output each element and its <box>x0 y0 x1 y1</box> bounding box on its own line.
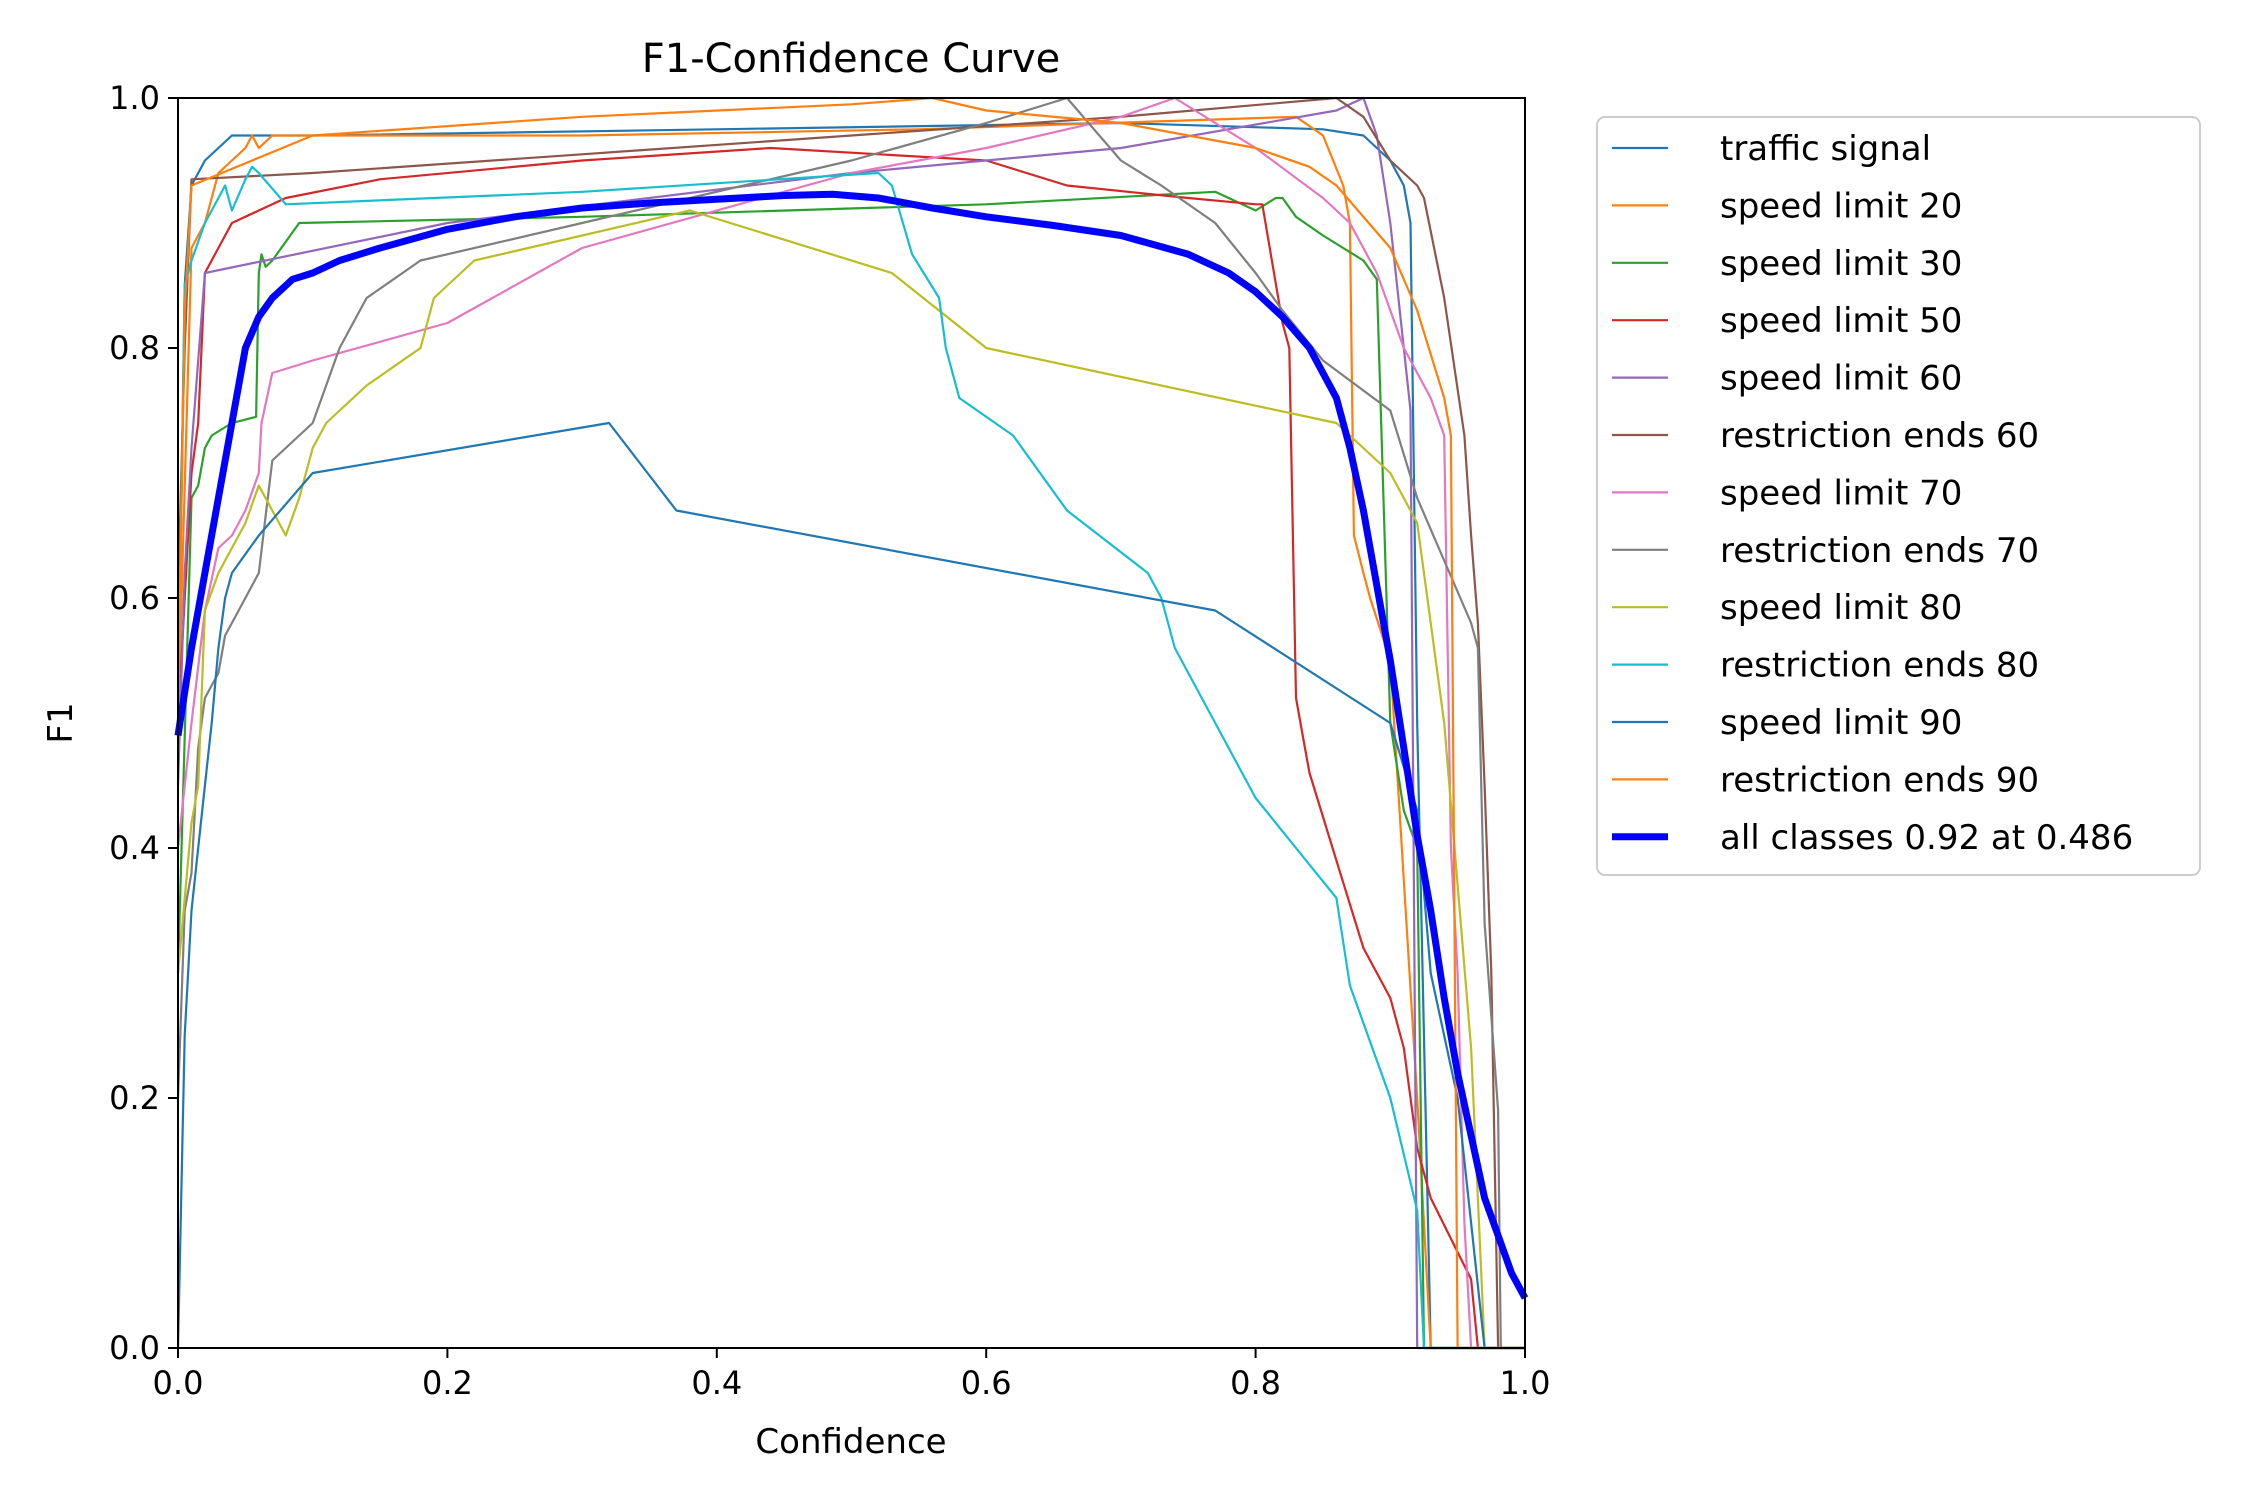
legend-label: speed limit 90 <box>1720 703 1962 743</box>
x-axis-ticks: 0.0 0.2 0.4 0.6 0.8 1.0 <box>153 1348 1551 1402</box>
chart-title: F1-Confidence Curve <box>642 36 1061 82</box>
x-tick-label: 0.4 <box>691 1364 742 1402</box>
series-line-11 <box>176 421 1525 1350</box>
series-line-6 <box>176 96 1525 1350</box>
series-line-9 <box>176 209 1525 1350</box>
series-line-5 <box>176 96 1525 1350</box>
legend-label: restriction ends 80 <box>1720 646 2039 686</box>
legend-label: speed limit 20 <box>1720 186 1962 226</box>
y-tick-label: 0.8 <box>109 329 160 367</box>
series-line-13 <box>174 190 1529 1300</box>
x-axis-label: Confidence <box>755 1422 946 1462</box>
series-line-3 <box>176 190 1525 1350</box>
legend-label: restriction ends 70 <box>1720 531 2039 571</box>
series-line-2 <box>176 115 1525 1350</box>
y-tick-label: 0.4 <box>109 829 160 867</box>
plot-frame <box>177 97 1526 1349</box>
legend-label: speed limit 30 <box>1720 244 1962 284</box>
legend: traffic signal speed limit 20 speed limit … <box>1596 116 2201 876</box>
plot-lines <box>174 96 1529 1350</box>
legend-label: all classes 0.92 at 0.486 <box>1720 818 2133 858</box>
legend-frame <box>1596 116 2201 876</box>
series-line-12 <box>176 96 1525 1350</box>
legend-label: restriction ends 60 <box>1720 416 2039 456</box>
y-tick-label: 0.2 <box>109 1079 160 1117</box>
legend-label: speed limit 70 <box>1720 473 1962 513</box>
y-tick-label: 1.0 <box>109 79 160 117</box>
x-tick-label: 0.2 <box>422 1364 473 1402</box>
x-tick-label: 0.0 <box>153 1364 204 1402</box>
legend-label: speed limit 60 <box>1720 359 1962 399</box>
series-line-8 <box>176 96 1525 1350</box>
series-line-10 <box>176 165 1525 1350</box>
y-tick-label: 0.0 <box>109 1329 160 1367</box>
legend-label: speed limit 50 <box>1720 301 1962 341</box>
x-tick-label: 1.0 <box>1500 1364 1551 1402</box>
series-line-1 <box>176 121 1525 1350</box>
y-axis-label: F1 <box>41 702 81 743</box>
y-axis-ticks: 0.0 0.2 0.4 0.6 0.8 1.0 <box>109 79 178 1367</box>
legend-label: restriction ends 90 <box>1720 760 2039 800</box>
x-tick-label: 0.8 <box>1230 1364 1281 1402</box>
x-tick-label: 0.6 <box>961 1364 1012 1402</box>
series-line-4 <box>176 146 1525 1350</box>
series-line-7 <box>176 96 1525 1350</box>
legend-label: speed limit 80 <box>1720 588 1962 628</box>
y-tick-label: 0.6 <box>109 579 160 617</box>
legend-label: traffic signal <box>1720 129 1931 169</box>
